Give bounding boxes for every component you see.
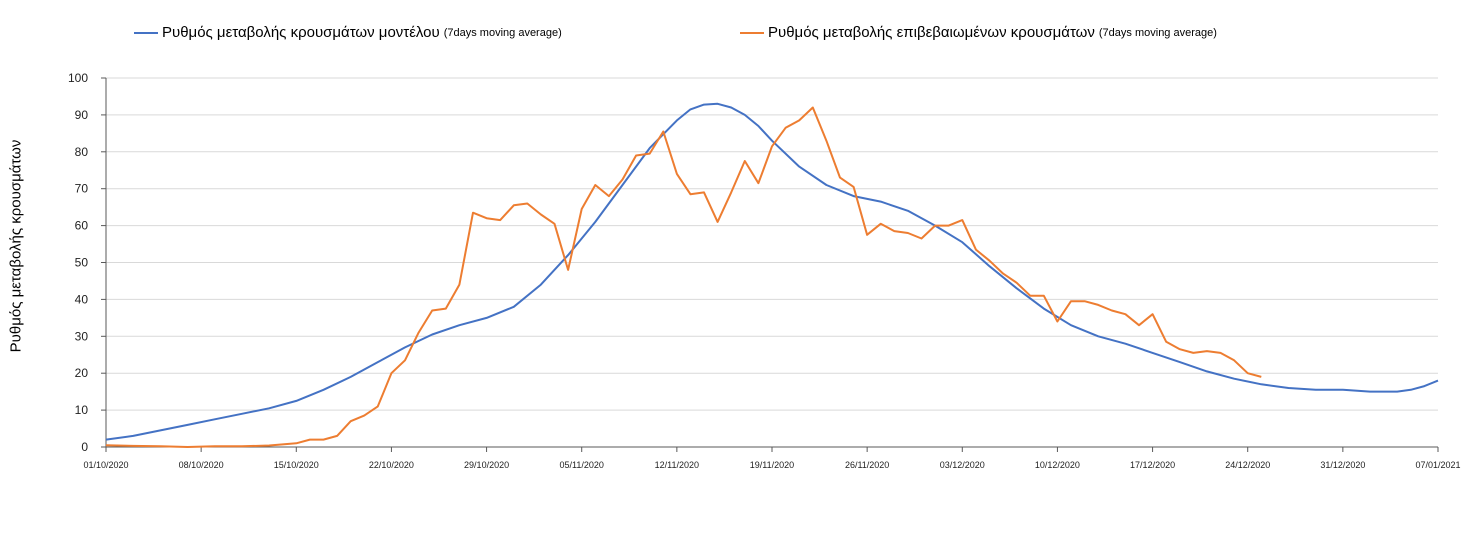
- y-tick-label: 60: [75, 219, 89, 233]
- y-tick-label: 80: [75, 145, 89, 159]
- x-tick-label: 08/10/2020: [179, 460, 224, 470]
- y-tick-label: 100: [68, 71, 88, 85]
- legend-label-confirmed: Ρυθμός μεταβολής επιβεβαιωμένων κρουσμάτ…: [768, 24, 1095, 41]
- x-tick-label: 12/11/2020: [655, 460, 699, 470]
- x-tick-label: 05/11/2020: [560, 460, 604, 470]
- gridlines: [106, 77, 1438, 411]
- legend-item-model: Ρυθμός μεταβολής κρουσμάτων μοντέλου (7d…: [134, 24, 562, 41]
- x-tick-label: 07/01/2021: [1415, 460, 1460, 470]
- series-line-1: [105, 106, 1262, 448]
- legend-swatch-model: [134, 31, 158, 34]
- x-tick-label: 03/12/2020: [940, 460, 985, 470]
- legend-label-model: Ρυθμός μεταβολής κρουσμάτων μοντέλου: [162, 24, 440, 41]
- y-tick-label: 0: [81, 440, 88, 454]
- x-tick-label: 22/10/2020: [369, 460, 414, 470]
- series-line-0: [105, 102, 1439, 441]
- y-tick-label: 70: [75, 182, 89, 196]
- legend: Ρυθμός μεταβολής κρουσμάτων μοντέλου (7d…: [0, 24, 1478, 48]
- axes: [101, 77, 1439, 452]
- y-tick-labels: 0 10 20 30 40 50 60 70 80 90 100: [68, 71, 88, 454]
- x-tick-label: 29/10/2020: [464, 460, 509, 470]
- y-tick-label: 30: [75, 329, 89, 343]
- x-tick-label: 26/11/2020: [845, 460, 889, 470]
- y-tick-label: 50: [75, 256, 89, 270]
- x-tick-label: 01/10/2020: [83, 460, 128, 470]
- legend-suffix-confirmed: (7days moving average): [1098, 26, 1217, 39]
- legend-swatch-confirmed: [740, 31, 764, 34]
- y-tick-label: 20: [75, 366, 89, 380]
- y-tick-label: 10: [75, 403, 89, 417]
- legend-suffix-model: (7days moving average): [443, 26, 562, 39]
- y-tick-label: 40: [75, 292, 89, 306]
- x-tick-label: 19/11/2020: [750, 460, 794, 470]
- x-tick-label: 10/12/2020: [1035, 460, 1080, 470]
- x-tick-label: 17/12/2020: [1130, 460, 1175, 470]
- y-tick-label: 90: [75, 108, 89, 122]
- series-lines: [105, 102, 1439, 448]
- legend-item-confirmed: Ρυθμός μεταβολής επιβεβαιωμένων κρουσμάτ…: [740, 24, 1217, 41]
- x-tick-labels: 01/10/2020 08/10/2020 15/10/2020 22/10/2020…: [83, 460, 1460, 470]
- x-tick-label: 31/12/2020: [1320, 460, 1365, 470]
- x-tick-label: 15/10/2020: [274, 460, 319, 470]
- x-tick-label: 24/12/2020: [1225, 460, 1270, 470]
